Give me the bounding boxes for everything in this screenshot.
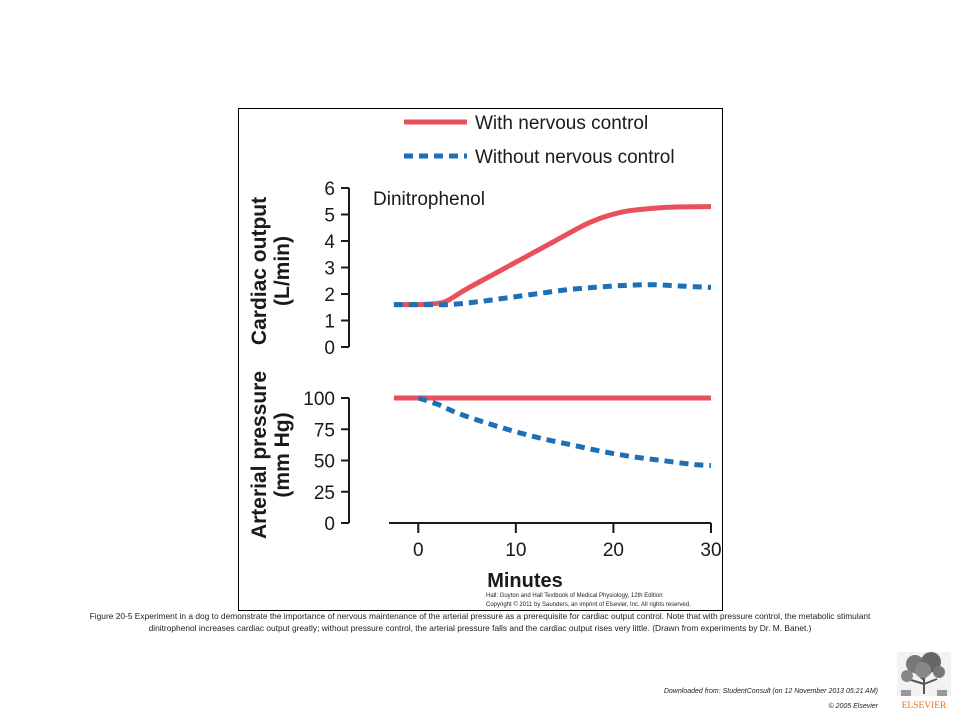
y-tick-label: 5 (324, 206, 335, 227)
arterial-pressure-without-control-line (417, 395, 712, 468)
y-tick-label: 100 (303, 389, 335, 410)
y-tick-label: 25 (314, 483, 335, 504)
figure-panel: With nervous control Without nervous con… (238, 108, 723, 611)
y-tick-label: 2 (324, 285, 335, 306)
chart: With nervous control Without nervous con… (248, 113, 722, 608)
y-tick-label: 6 (324, 179, 335, 200)
cardiac-output-axis-title-line1: Cardiac output (248, 197, 271, 345)
cardiac-output-without-control-line (393, 282, 712, 308)
arterial-pressure-axis-title-line2: (mm Hg) (271, 412, 294, 497)
y-tick-label: 50 (314, 452, 335, 473)
copyright-note: © 2005 Elsevier (828, 703, 878, 710)
credit-line-2: Copyright © 2011 by Saunders, an imprint… (486, 601, 691, 608)
download-note: Downloaded from: StudentConsult (on 12 N… (663, 688, 878, 695)
x-tick-label: 20 (603, 540, 624, 561)
x-tick-label: 0 (413, 540, 424, 561)
cardiac-output-axis-title-line2: (L/min) (271, 236, 294, 306)
elsevier-logo: ELSEVIER (897, 652, 951, 711)
arterial-pressure-axis-title-line1: Arterial pressure (248, 371, 271, 539)
dinitrophenol-annotation: Dinitrophenol (373, 189, 485, 210)
elsevier-logo-text: ELSEVIER (902, 701, 948, 711)
y-tick-label: 1 (324, 312, 335, 333)
cardiac-output-with-control-line (393, 204, 712, 308)
legend-label-without-control: Without nervous control (475, 147, 675, 168)
y-tick-label: 0 (324, 338, 335, 359)
x-tick-label: 10 (505, 540, 526, 561)
legend-label-with-control: With nervous control (475, 113, 648, 134)
credit-line-1: Hall: Guyton and Hall Textbook of Medica… (486, 593, 663, 599)
figure-caption: Figure 20-5 Experiment in a dog to demon… (89, 611, 871, 633)
y-tick-label: 75 (314, 420, 335, 441)
y-tick-label: 3 (324, 259, 335, 280)
legend: With nervous control Without nervous con… (404, 113, 675, 168)
y-tick-label: 0 (324, 514, 335, 535)
x-tick-label: 30 (700, 540, 721, 561)
y-tick-label: 4 (324, 232, 335, 253)
x-axis-title: Minutes (487, 570, 563, 592)
